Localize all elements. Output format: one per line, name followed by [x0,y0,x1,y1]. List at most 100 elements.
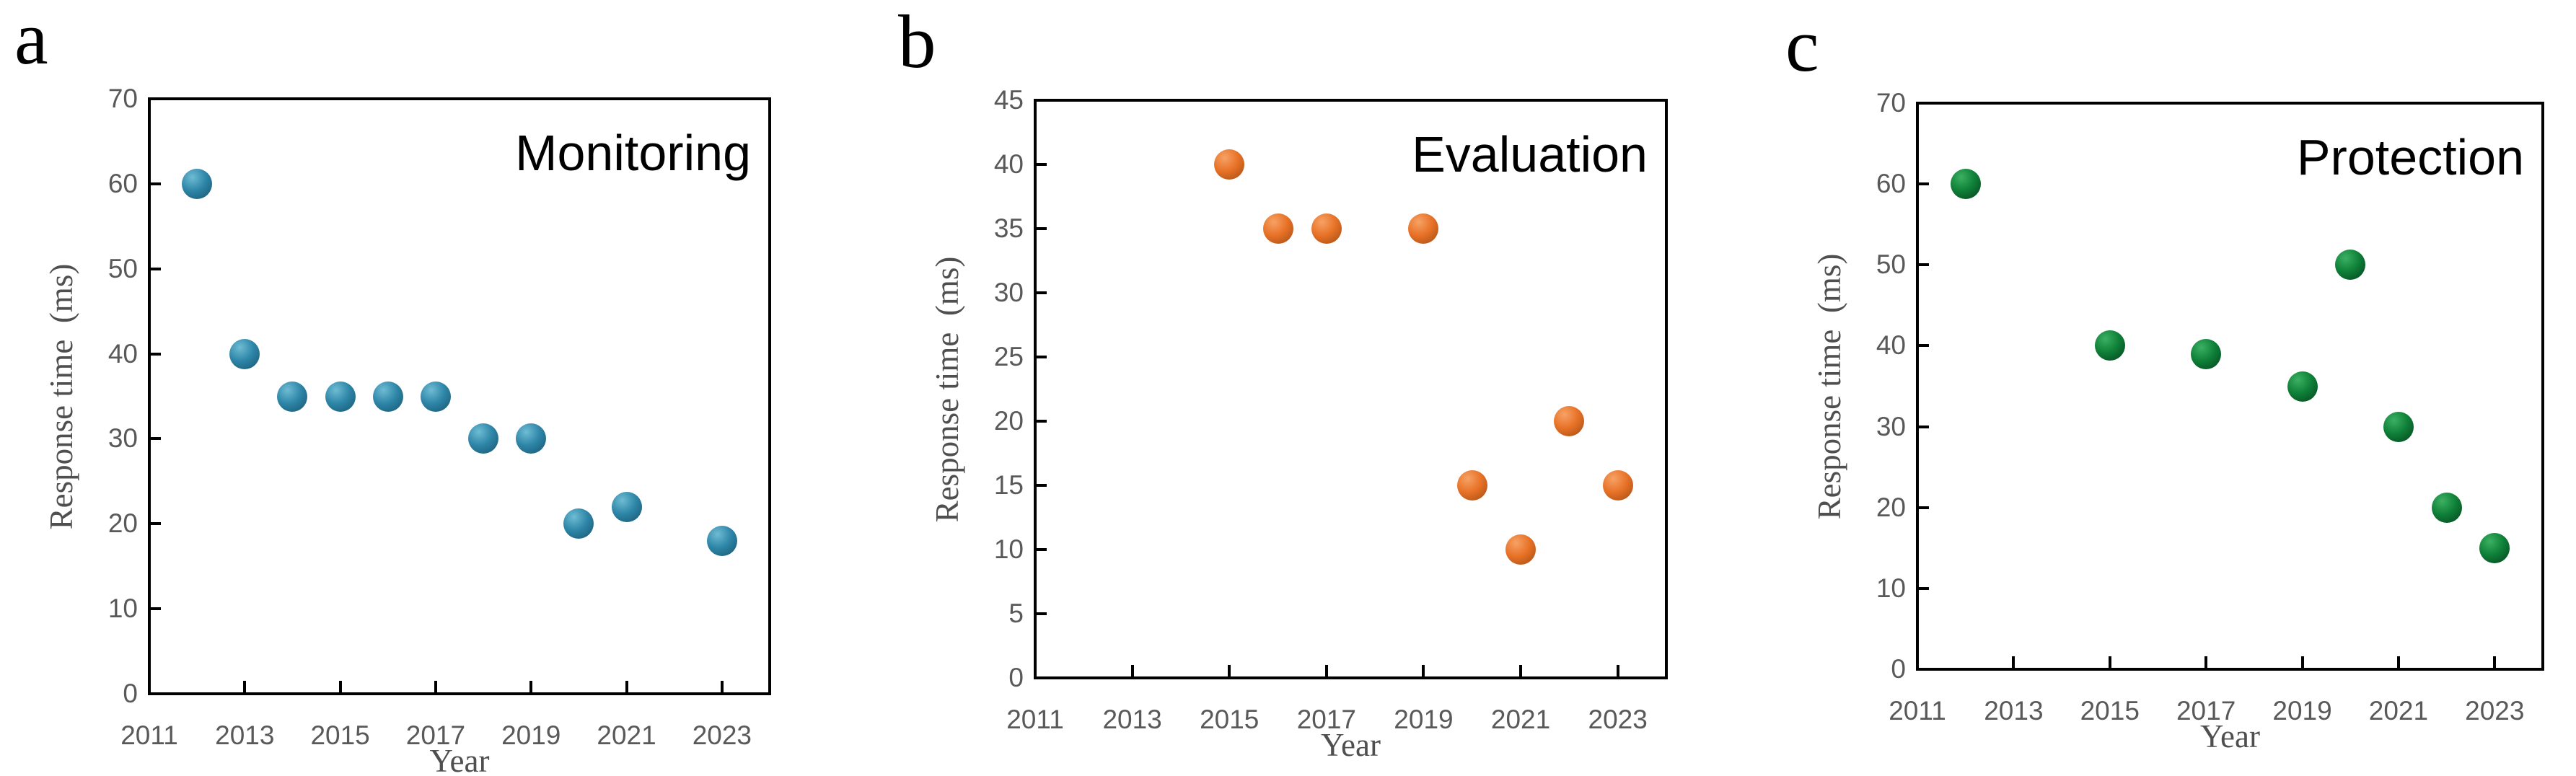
x-tick-label: 2015 [1200,705,1260,734]
data-point [277,381,308,412]
y-tick-label: 30 [993,278,1024,307]
x-tick-mark [2493,656,2497,668]
x-tick-mark [2012,656,2015,668]
x-tick-mark [1616,665,1619,676]
x-tick-mark [2108,656,2111,668]
x-tick-mark [1228,665,1231,676]
x-tick-label: 2019 [501,720,561,750]
series-title: Monitoring [515,125,751,181]
y-axis-label: Response time (ms) [1811,253,1847,519]
data-point [229,338,260,369]
y-tick-mark [1035,99,1047,102]
data-point [2094,330,2125,361]
x-tick-label: 2015 [2080,696,2140,726]
x-tick-mark [338,681,342,692]
data-point [182,168,213,199]
data-point [1311,213,1342,244]
y-tick-mark [1035,356,1047,358]
x-tick-mark [529,681,533,692]
y-axis-label: Response time (ms) [43,263,79,529]
x-tick-mark [1422,665,1425,676]
y-tick-mark [1917,344,1929,348]
y-tick-label: 40 [1876,330,1906,361]
y-tick-mark [1035,548,1047,551]
y-tick-mark [1035,484,1047,487]
data-point [1602,470,1633,501]
data-point [1505,534,1537,565]
data-point [2479,532,2510,563]
x-tick-label: 2023 [2465,696,2525,726]
panel-letter-a: a [14,0,48,80]
panel-a: a 0 10 20 30 40 50 60 70 2011 2013 2015 2017 2019 2021… [0,0,858,776]
y-tick-mark [149,352,161,356]
data-point [325,381,356,412]
x-tick-label: 2017 [2176,696,2236,726]
x-tick-mark [625,681,628,692]
x-axis-label: Year [1321,727,1381,763]
data-point [468,423,499,454]
y-tick-mark [1917,263,1929,267]
y-tick-mark [1035,676,1047,679]
y-tick-label: 20 [107,508,138,539]
y-tick-mark [149,182,161,185]
plot-frame [1916,102,2544,671]
y-tick-mark [1917,668,1929,671]
y-tick-label: 40 [993,149,1024,179]
x-axis-label: Year [2200,718,2260,754]
data-point [706,525,737,556]
y-tick-label: 30 [107,423,138,454]
y-tick-label: 70 [1876,88,1906,118]
x-tick-mark [1916,656,1919,668]
y-tick-mark [149,437,161,441]
data-point [1262,213,1293,244]
y-tick-mark [149,607,161,611]
y-tick-mark [149,267,161,270]
x-tick-label: 2013 [1102,705,1162,734]
y-tick-mark [1035,291,1047,294]
data-point [1950,169,1981,200]
y-tick-mark [149,522,161,526]
x-tick-label: 2015 [310,720,370,750]
y-tick-mark [1917,586,1929,590]
panel-letter-b: b [898,0,936,84]
y-tick-label: 0 [1008,663,1024,692]
plot-frame [1034,99,1668,679]
y-tick-label: 20 [1876,492,1906,522]
x-tick-label: 2011 [120,720,178,750]
x-tick-mark [720,681,724,692]
y-tick-label: 50 [1876,250,1906,280]
series-title: Protection [2296,129,2524,185]
series-title: Evaluation [1412,126,1648,182]
y-axis-label: Response time (ms) [929,256,965,522]
x-tick-mark [434,681,437,692]
y-tick-mark [1917,182,1929,186]
data-point [563,508,594,539]
plot-frame [148,97,771,695]
y-tick-mark [1917,425,1929,428]
data-point [420,381,451,412]
y-tick-label: 10 [993,534,1024,564]
x-tick-mark [148,681,151,692]
x-tick-label: 2021 [2368,696,2429,726]
y-tick-label: 70 [107,84,138,113]
data-point [2335,250,2366,281]
y-tick-mark [1917,506,1929,509]
y-tick-label: 40 [107,338,138,369]
panel-letter-c: c [1785,3,1819,87]
x-tick-label: 2021 [1490,705,1551,734]
y-tick-label: 15 [993,470,1024,500]
y-tick-mark [1917,102,1929,105]
x-tick-label: 2023 [1588,705,1648,734]
x-tick-mark [1130,665,1134,676]
y-tick-label: 0 [123,679,138,708]
y-tick-label: 5 [1008,599,1024,628]
x-tick-label: 2013 [1984,696,2044,726]
y-tick-mark [1035,163,1047,166]
y-tick-label: 10 [107,594,138,624]
y-tick-mark [1035,420,1047,423]
data-point [2287,371,2318,402]
y-tick-mark [1035,612,1047,615]
y-tick-label: 25 [993,342,1024,371]
y-tick-mark [1035,227,1047,230]
x-tick-mark [1519,665,1523,676]
